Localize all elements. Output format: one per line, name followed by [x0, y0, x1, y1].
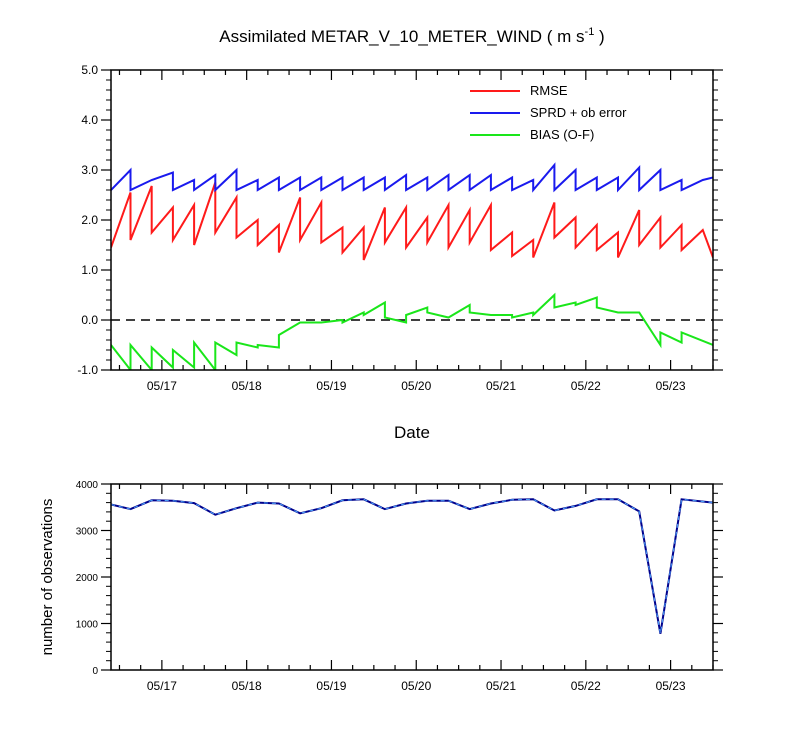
legend-rmse-label: RMSE [530, 83, 568, 98]
chart-title-sup: -1 [585, 26, 595, 38]
chart0-x-tick-label: 05/19 [316, 379, 346, 393]
chart1-y-tick-label: 4000 [76, 480, 99, 491]
chart1-x-tick-label: 05/17 [147, 679, 177, 693]
chart1-series-series-0-line [111, 498, 713, 634]
chart-title: Assimilated METAR_V_10_METER_WIND ( m s-… [219, 26, 604, 46]
chart1-y-tick-label: 2000 [76, 573, 99, 584]
chart0-plot-frame [110, 69, 714, 371]
chart0-x-tick-label: 05/23 [656, 379, 686, 393]
chart0-series-bias-o-f--line [111, 292, 713, 370]
chart1-x-tick-label: 05/19 [316, 679, 346, 693]
chart0-x-tick-label: 05/21 [486, 379, 516, 393]
chart0-y-tick-label: 0.0 [81, 313, 98, 327]
chart0-y-tick-label: 1.0 [81, 263, 98, 277]
bottom-chart: 4000 3000 2000 1000 0 05/17 05/18 05/19 05/20 05/… [39, 480, 723, 693]
chart1-x-tick-label: 05/20 [401, 679, 431, 693]
chart0-x-tick-label: 05/22 [571, 379, 601, 393]
chart0-x-axis-title: Date [394, 423, 430, 442]
chart0-x-tick-label: 05/18 [232, 379, 262, 393]
chart0-series-rmse-line [111, 182, 713, 261]
chart0-y-tick-label: 4.0 [81, 113, 98, 127]
chart0-y-tick-label: 2.0 [81, 213, 98, 227]
chart1-y-tick-label: 1000 [76, 620, 99, 631]
chart-title-main: Assimilated METAR_V_10_METER_WIND ( m s [219, 27, 584, 46]
top-chart: 5.0 4.0 3.0 2.0 1.0 0.0 -1.0 05/17 05/18 05/19 05/… [77, 63, 723, 442]
chart1-y-axis-title: number of observations [39, 499, 56, 656]
chart0-series-sprd-ob-error-line [111, 162, 713, 193]
chart1-x-tick-label: 05/18 [232, 679, 262, 693]
chart-title-end: ) [594, 27, 604, 46]
chart0-y-tick-label: 5.0 [81, 63, 98, 77]
chart0-x-tick-label: 05/17 [147, 379, 177, 393]
chart0-y-tick-label: 3.0 [81, 163, 98, 177]
chart0-y-tick-label: -1.0 [77, 363, 98, 377]
chart1-x-tick-label: 05/22 [571, 679, 601, 693]
legend-bias-label: BIAS (O-F) [530, 127, 594, 142]
chart1-y-tick-label: 3000 [76, 527, 99, 538]
legend-spread-label: SPRD + ob error [530, 105, 627, 120]
chart1-x-tick-label: 05/21 [486, 679, 516, 693]
chart1-x-tick-label: 05/23 [656, 679, 686, 693]
chart0-x-tick-label: 05/20 [401, 379, 431, 393]
chart1-y-tick-label: 0 [92, 666, 98, 677]
chart1-series-overlay-line [111, 498, 713, 634]
chart1-plot-frame [110, 483, 714, 671]
